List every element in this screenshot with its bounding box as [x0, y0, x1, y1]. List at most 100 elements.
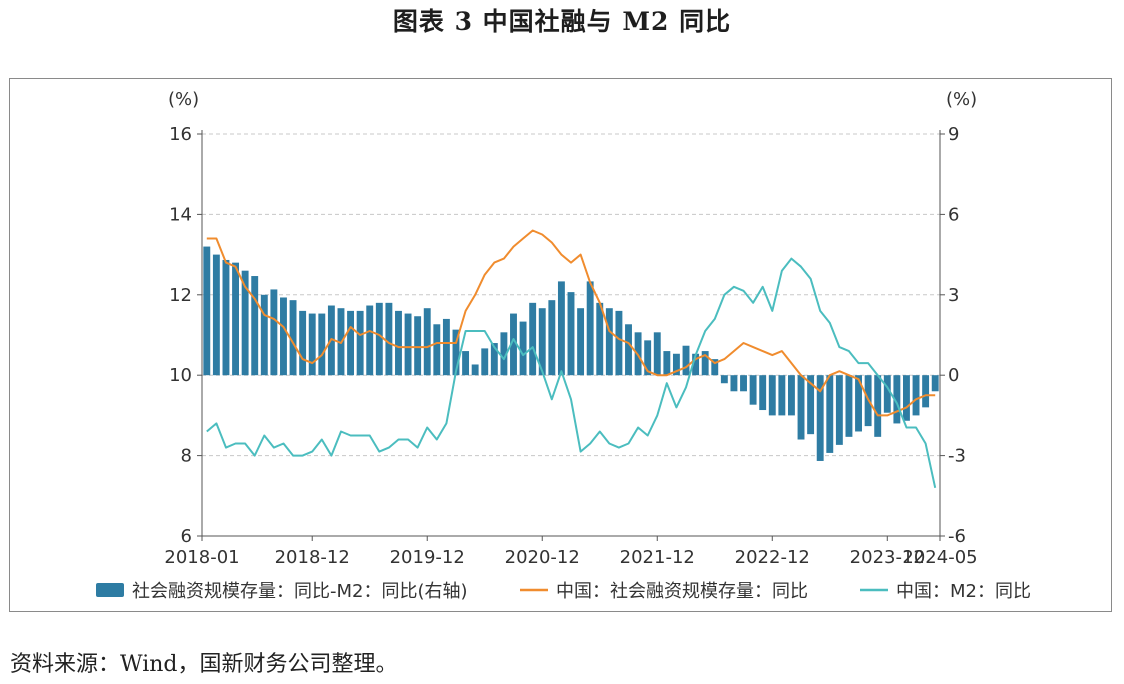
bar: [318, 313, 326, 376]
right-axis-unit: (%): [946, 89, 977, 110]
bar: [395, 310, 402, 376]
bar: [768, 375, 776, 416]
right-tick-label: -3: [948, 446, 966, 467]
left-tick-label: 8: [181, 446, 192, 467]
bar: [241, 270, 249, 376]
x-tick-label: 2018-01: [164, 547, 239, 568]
bar: [251, 276, 259, 376]
bar: [308, 313, 316, 376]
chart-frame: 6 8 10 12 14 16 -6 -3 0 3 6 9 (%) (%) 2018-01 2018-12 20…: [9, 78, 1112, 612]
bar: [222, 259, 230, 376]
legend: 社会融资规模存量：同比-M2：同比(右轴) 中国：社会融资规模存量：同比 中国：M2…: [96, 581, 1031, 602]
bar: [538, 308, 546, 376]
x-tick-label: 2018-12: [275, 547, 350, 568]
legend-label: 中国：M2：同比: [896, 581, 1031, 602]
bar: [893, 375, 901, 424]
x-tick-label: 2021-12: [620, 547, 695, 568]
bar: [644, 340, 652, 376]
right-tick-label: 9: [948, 124, 959, 145]
left-tick-label: 12: [169, 285, 192, 306]
x-tick-label: 2022-12: [735, 547, 810, 568]
bar: [740, 375, 747, 392]
x-tick-label: 2024-05: [902, 547, 977, 568]
bar: [759, 375, 767, 411]
right-tick-label: 6: [948, 204, 959, 225]
bar: [289, 300, 297, 376]
bar: [653, 332, 661, 376]
bar: [826, 375, 834, 453]
bar: [682, 345, 690, 376]
bar: [672, 353, 680, 376]
bar: [232, 262, 239, 376]
bar: [557, 281, 565, 376]
bar: [615, 310, 623, 376]
bar: [663, 351, 671, 376]
bar: [749, 375, 757, 405]
bar: [720, 375, 728, 384]
bar: [260, 294, 268, 376]
bar-series: [203, 246, 939, 461]
bar: [212, 254, 220, 376]
source-note: 资料来源：Wind，国新财务公司整理。: [10, 652, 398, 677]
bar: [270, 289, 278, 376]
left-axis-unit: (%): [168, 89, 199, 110]
bar: [874, 375, 882, 437]
bar: [816, 375, 824, 461]
bar: [548, 300, 556, 376]
axes: 6 8 10 12 14 16 -6 -3 0 3 6 9 (%) (%) 2018-01 2018-12 20…: [164, 89, 977, 568]
bar: [529, 302, 537, 376]
line-series: [206, 229, 937, 489]
bar: [912, 375, 920, 416]
bar: [596, 302, 604, 376]
bar: [711, 359, 719, 376]
bar: [462, 351, 470, 376]
chart-title: 图表 3 中国社融与 M2 同比: [392, 7, 732, 36]
left-tick-label: 16: [169, 124, 192, 145]
chart-svg: 6 8 10 12 14 16 -6 -3 0 3 6 9 (%) (%) 2018-01 2018-12 20…: [96, 89, 1031, 602]
bar: [404, 313, 412, 376]
bar: [442, 318, 450, 376]
bar: [203, 246, 211, 376]
bar: [510, 313, 517, 376]
bar: [931, 375, 939, 392]
bar: [577, 308, 585, 376]
bar: [778, 375, 786, 416]
bar: [845, 375, 853, 437]
bar: [692, 353, 700, 376]
bar: [787, 375, 795, 416]
bar: [414, 316, 422, 376]
bar: [883, 375, 891, 413]
bar: [299, 310, 307, 376]
bar: [605, 308, 613, 376]
bar: [452, 329, 460, 376]
bar: [356, 310, 364, 376]
bar: [797, 375, 805, 440]
x-tick-label: 2023-12: [850, 547, 925, 568]
bar: [471, 364, 479, 376]
bar: [855, 375, 862, 432]
legend-swatch-bar: [96, 583, 124, 597]
left-tick-label: 6: [181, 526, 192, 547]
bar: [500, 332, 508, 376]
x-tick-label: 2020-12: [505, 547, 580, 568]
bar: [481, 348, 489, 376]
x-tick-label: 2019-12: [390, 547, 465, 568]
bar: [807, 375, 815, 435]
bar: [375, 302, 383, 376]
bar: [433, 324, 441, 376]
left-tick-label: 10: [169, 365, 192, 386]
bar: [423, 308, 431, 376]
bar: [385, 302, 393, 376]
bar: [586, 281, 594, 376]
bar: [835, 375, 843, 445]
social-financing-line: [206, 229, 936, 417]
bar: [922, 375, 930, 408]
bar: [903, 375, 910, 421]
bar: [730, 375, 738, 392]
bar: [567, 292, 575, 376]
left-tick-label: 14: [169, 204, 192, 225]
bar: [366, 305, 374, 376]
right-tick-label: 3: [948, 285, 959, 306]
bar: [519, 321, 527, 376]
bar: [625, 324, 632, 376]
